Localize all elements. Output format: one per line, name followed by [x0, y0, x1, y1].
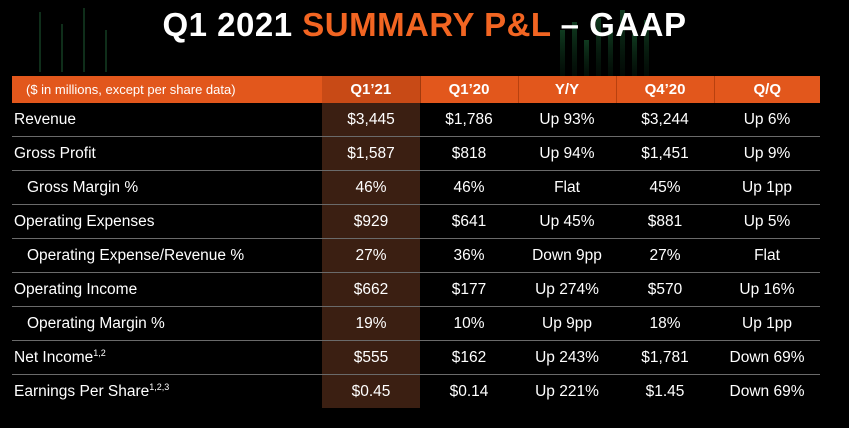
title-suffix: – GAAP	[550, 6, 687, 43]
footnote-marker: 1,2	[93, 348, 106, 358]
column-header-qoq: Q/Q	[714, 76, 820, 103]
table-cell: 36%	[420, 238, 518, 273]
table-cell: 46%	[420, 170, 518, 205]
page-title: Q1 2021 SUMMARY P&L – GAAP	[0, 6, 849, 44]
table-cell: 10%	[420, 306, 518, 341]
row-label: Operating Margin %	[12, 306, 322, 341]
table-cell: $0.14	[449, 382, 489, 400]
summary-pl-table: ($ in millions, except per share data) Q…	[12, 76, 820, 408]
title-highlight: SUMMARY P&L	[302, 6, 551, 43]
table-cell: 27%	[322, 238, 420, 273]
table-cell: Flat	[518, 170, 616, 205]
row-label: Operating Expense/Revenue %	[12, 238, 322, 273]
row-label: Operating Expenses	[12, 204, 322, 239]
table-cell: Up 9%	[714, 136, 820, 171]
table-cell: Up 243%	[518, 340, 616, 375]
table-cell: Up 1pp	[714, 306, 820, 341]
table-cell: $818	[420, 136, 518, 171]
row-label: Net Income1,2	[12, 340, 322, 375]
table-cell: Up 9pp	[518, 306, 616, 341]
row-label: Gross Margin %	[12, 170, 322, 205]
table-row: Revenue $3,445 $1,786 Up 93% $3,244 Up 6…	[12, 103, 820, 137]
table-cell: $1,781	[616, 340, 714, 375]
table-cell: Up 93%	[518, 103, 616, 137]
table-row: Net Income1,2 $555 $162 Up 243% $1,781 D…	[12, 340, 820, 375]
footnote-marker: 1,2,3	[149, 382, 170, 392]
table-row: Gross Profit $1,587 $818 Up 94% $1,451 U…	[12, 136, 820, 171]
table-cell: $1,451	[616, 136, 714, 171]
table-cell: Up 45%	[518, 204, 616, 239]
table-cell: $0.45	[322, 374, 420, 408]
table-cell: Up 5%	[714, 204, 820, 239]
table-cell: Up 6%	[714, 103, 820, 137]
title-prefix: Q1 2021	[162, 6, 303, 43]
table-header-row: ($ in millions, except per share data) Q…	[12, 76, 820, 103]
table-cell: Flat	[714, 238, 820, 273]
table-cell: $1,786	[420, 103, 518, 137]
table-cell: Up 274%	[518, 272, 616, 307]
table-cell: 45%	[616, 170, 714, 205]
table-cell: Up 16%	[714, 272, 820, 307]
table-cell: $555	[322, 340, 420, 375]
table-cell: 18%	[616, 306, 714, 341]
table-cell: Down 69%	[729, 382, 805, 400]
table-row: Operating Expense/Revenue % 27% 36% Down…	[12, 238, 820, 273]
table-cell: $3,244	[616, 103, 714, 137]
table-cell: Down 9pp	[518, 238, 616, 273]
row-label: Gross Profit	[12, 136, 322, 171]
table-cell: 19%	[322, 306, 420, 341]
table-row: Earnings Per Share1,2,3 $0.45 $0.14 Up 2…	[12, 374, 820, 408]
table-cell: $929	[322, 204, 420, 239]
table-cell: $177	[420, 272, 518, 307]
table-cell: $162	[420, 340, 518, 375]
row-label: Operating Income	[12, 272, 322, 307]
column-header-yoy: Y/Y	[518, 76, 617, 103]
table-cell: $881	[616, 204, 714, 239]
table-cell: $641	[420, 204, 518, 239]
table-cell: Up 221%	[535, 382, 599, 400]
column-header-q1-21: Q1’21	[322, 76, 421, 103]
column-header-q1-20: Q1’20	[420, 76, 519, 103]
table-row: Operating Margin % 19% 10% Up 9pp 18% Up…	[12, 306, 820, 341]
table-cell: $1.45	[645, 382, 685, 400]
table-cell: $1,587	[322, 136, 420, 171]
unit-note: ($ in millions, except per share data)	[12, 76, 322, 103]
table-cell: $3,445	[322, 103, 420, 137]
table-row: Gross Margin % 46% 46% Flat 45% Up 1pp	[12, 170, 820, 205]
table-cell: 27%	[616, 238, 714, 273]
table-cell: 46%	[322, 170, 420, 205]
table-cell: Down 69%	[714, 340, 820, 375]
table-cell: Up 94%	[518, 136, 616, 171]
row-label: Revenue	[12, 103, 322, 137]
row-label: Earnings Per Share1,2,3	[14, 382, 170, 400]
table-row: Operating Expenses $929 $641 Up 45% $881…	[12, 204, 820, 239]
table-row: Operating Income $662 $177 Up 274% $570 …	[12, 272, 820, 307]
table-cell: $570	[616, 272, 714, 307]
table-cell: Up 1pp	[714, 170, 820, 205]
column-header-q4-20: Q4’20	[616, 76, 715, 103]
table-cell: $662	[322, 272, 420, 307]
